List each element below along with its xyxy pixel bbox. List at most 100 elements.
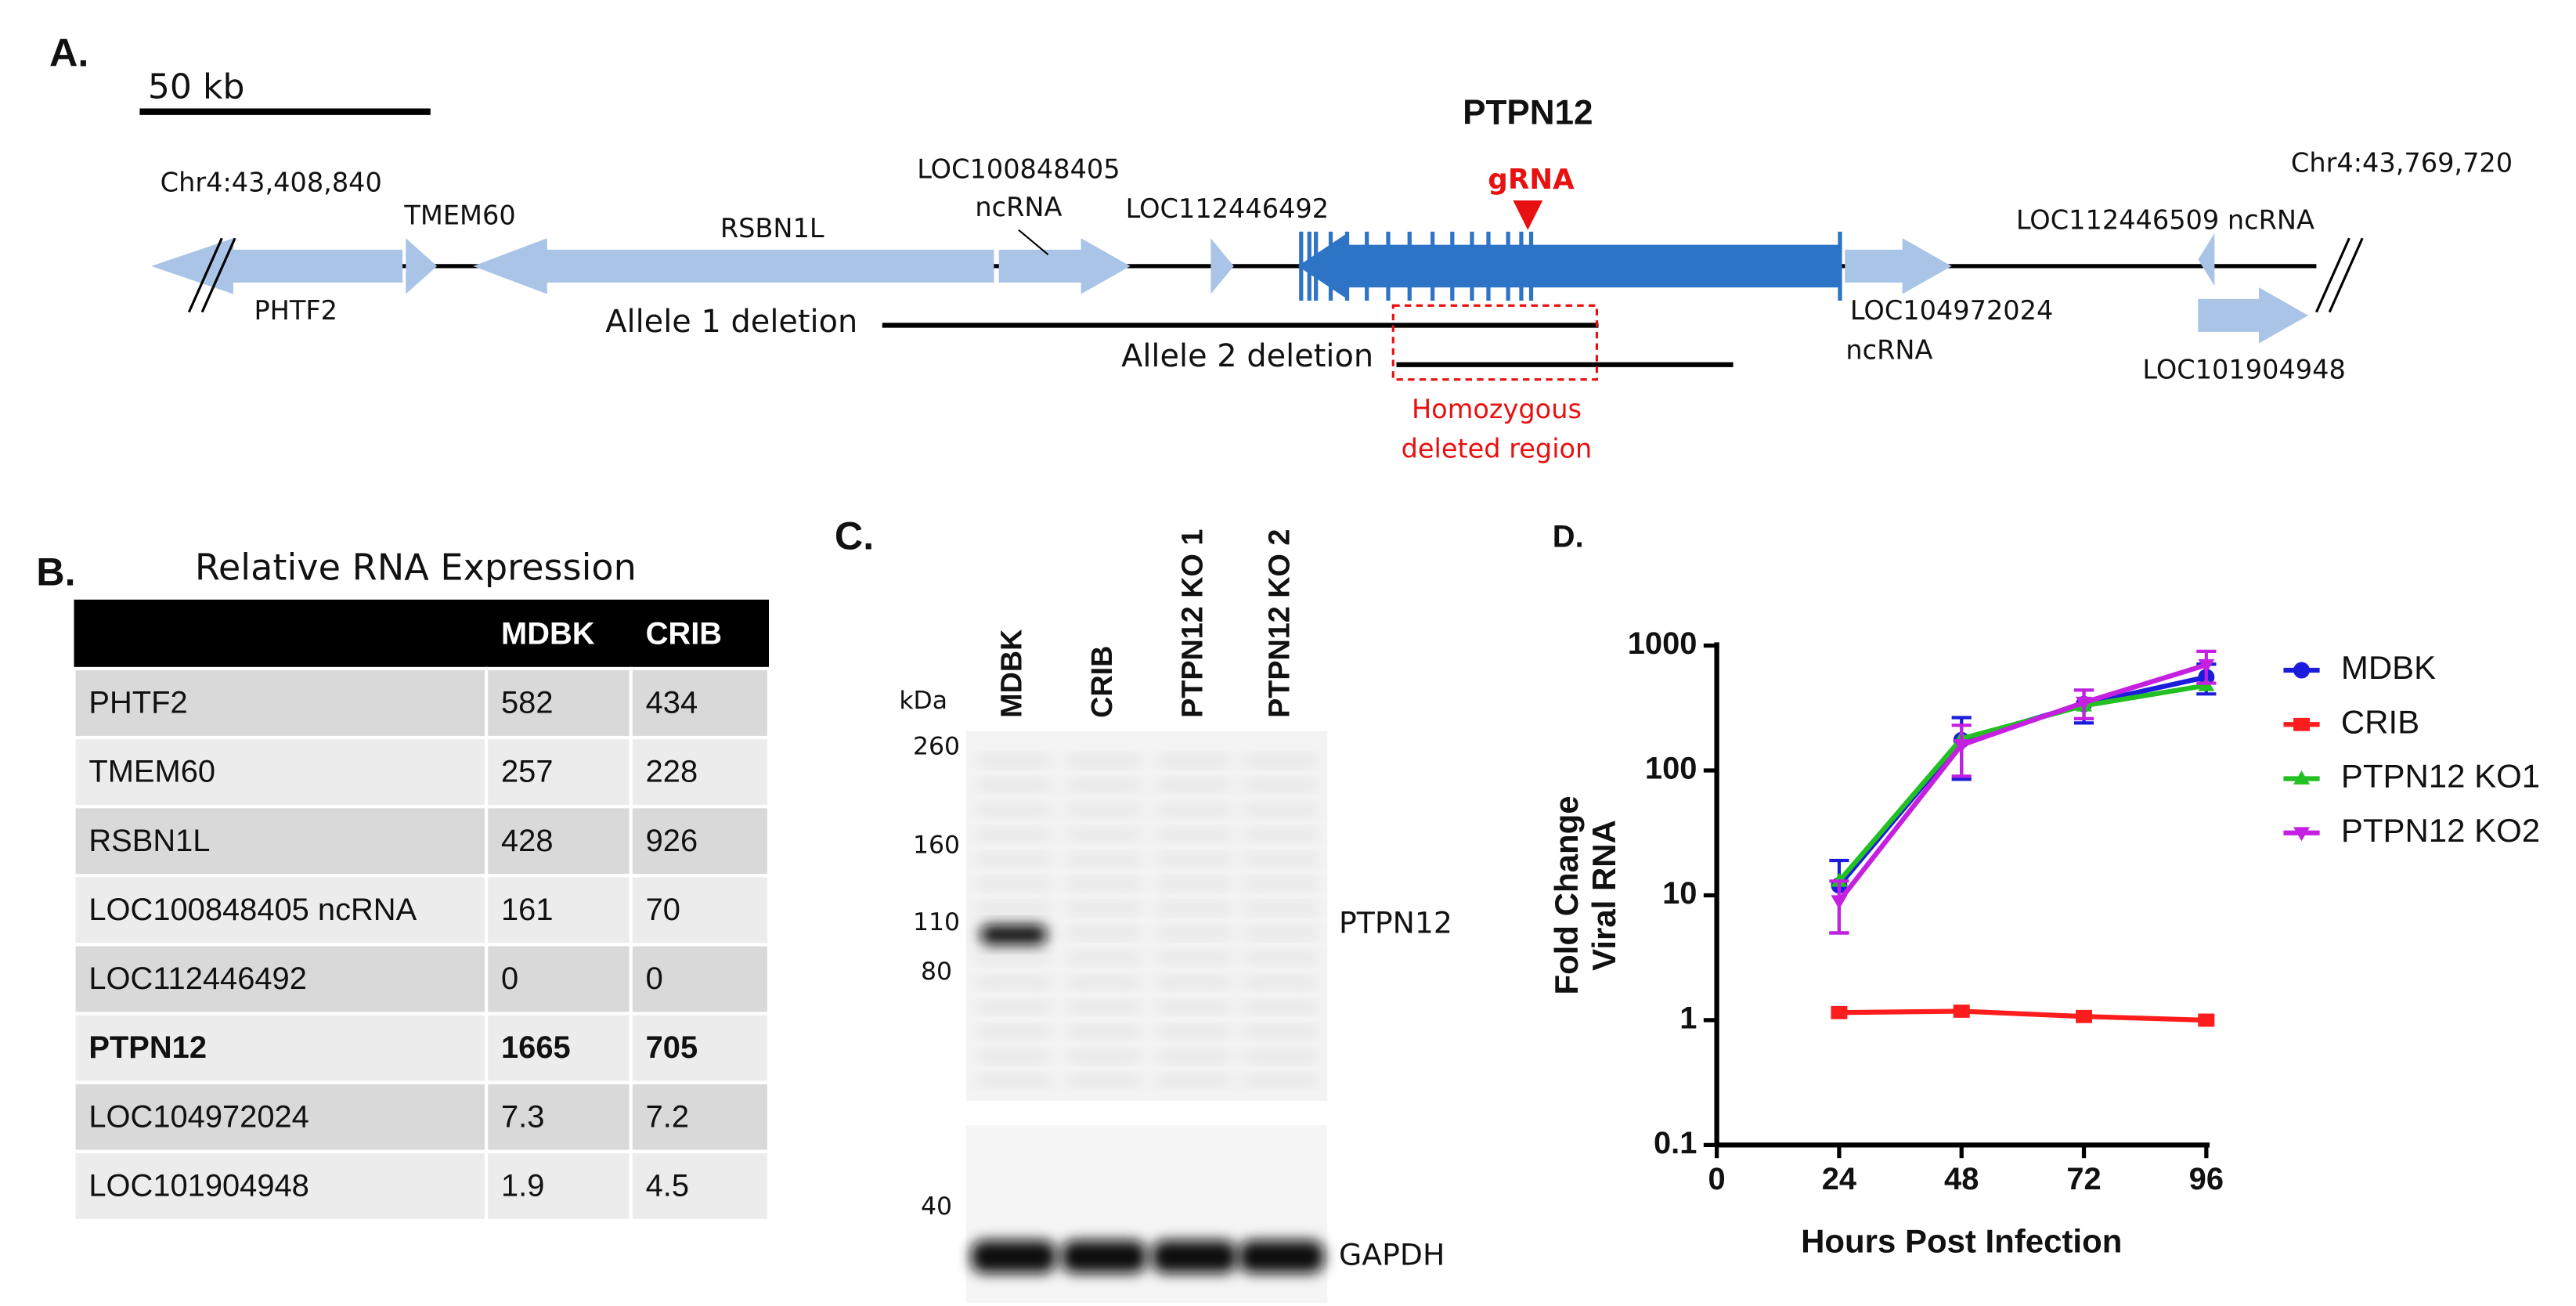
table-cell [629, 1081, 771, 1153]
gene-track [151, 229, 2364, 344]
smear [1245, 854, 1318, 864]
smear [1158, 829, 1231, 840]
x-tick-label: 48 [1944, 1162, 1979, 1196]
gapdh-band [971, 1240, 1057, 1274]
point [2198, 1013, 2215, 1027]
homozygous-label: Homozygous [1412, 394, 1582, 424]
pointer [1018, 229, 1049, 256]
table-cell-text: 705 [646, 1030, 698, 1065]
smear [1067, 1076, 1141, 1086]
table-cell-text: PHTF2 [88, 686, 187, 720]
smear [977, 805, 1050, 815]
lane-label: PTPN12 KO 1 [1176, 529, 1209, 718]
y-axis-label: Fold Change [1548, 796, 1585, 994]
y-tick-label: 0.1 [1654, 1126, 1697, 1160]
gene-arrow [1210, 238, 1234, 294]
point [2076, 1009, 2093, 1023]
homozygous-box [1391, 304, 1599, 381]
smear [977, 780, 1050, 791]
point [1953, 1005, 1970, 1018]
smear [1158, 854, 1231, 864]
table-cell-text: 161 [501, 893, 554, 927]
homozygous-label: deleted region [1402, 433, 1593, 464]
smear [1245, 928, 1318, 939]
legend: MDBK CRIB PTPN12 KO1 PTPN12 KO2 [2283, 649, 2540, 849]
table-cell-text: 434 [646, 686, 698, 720]
y-tick-label: 1000 [1628, 626, 1697, 661]
table-cell [629, 1012, 771, 1084]
start-coordinate: Chr4:43,408,840 [161, 167, 382, 197]
table-cell [72, 943, 489, 1016]
point [2293, 827, 2311, 842]
band-label: PTPN12 [1339, 906, 1452, 940]
gene-label: ncRNA [975, 192, 1062, 222]
table-cell-text: 0 [646, 961, 663, 996]
table-cell [485, 735, 633, 809]
table-cell [629, 874, 771, 947]
western-blot: MDBK CRIB PTPN12 KO 1 PTPN12 KO 2 kDa 260 160 1… [899, 529, 1452, 1303]
blot-top [965, 731, 1328, 1101]
gene-label: LOC104972024 [1850, 295, 2053, 326]
table-cell-text: 70 [646, 893, 680, 927]
gene-label: LOC112446492 [1126, 193, 1329, 224]
legend-label: MDBK [2341, 649, 2436, 686]
gene-label: LOC100848405 [917, 154, 1120, 185]
table-cell-text: 228 [646, 755, 698, 789]
point [1831, 895, 1848, 910]
smear [977, 878, 1050, 889]
table-cell [485, 1149, 633, 1222]
smear [1245, 1026, 1318, 1037]
gene-arrow [406, 238, 438, 294]
gene-label: ncRNA [1845, 334, 1932, 365]
marker-label: 80 [921, 958, 952, 986]
table-cell-text: 7.3 [501, 1099, 544, 1134]
gene-label: LOC101904948 [2142, 355, 2345, 385]
series-line [1837, 683, 2207, 883]
gapdh-band [1061, 1240, 1147, 1274]
y-axis-label: Viral RNA [1586, 820, 1622, 971]
smear [1245, 903, 1318, 914]
panel-label: A. [49, 31, 88, 75]
marker-label: 110 [913, 908, 960, 936]
smear [1245, 977, 1318, 987]
gene-arrow [998, 238, 1131, 294]
table-cell-text: 0 [501, 961, 518, 996]
point [1953, 739, 1970, 753]
table-cell-text: 1665 [501, 1030, 571, 1065]
allele-label: Allele 1 deletion [605, 304, 857, 340]
gene-arrow [1297, 233, 1840, 299]
gene-arrow [151, 238, 403, 294]
smear [1067, 903, 1141, 914]
gene-label: RSBN1L [720, 213, 824, 244]
gene-arrow [1845, 238, 1952, 294]
gene-label: TMEM60 [403, 200, 515, 230]
table-cell [485, 1012, 633, 1084]
smear [1067, 805, 1141, 815]
y-tick-label: 100 [1645, 752, 1697, 786]
point [2293, 717, 2311, 731]
x-tick-label: 72 [2066, 1162, 2101, 1196]
smear [1067, 928, 1141, 939]
table-cell-text: 582 [501, 686, 554, 720]
table-cell-text: LOC101904948 [88, 1168, 308, 1203]
marker-label: 160 [913, 832, 960, 860]
break-mark [200, 237, 236, 313]
table-cell-text: 4.5 [646, 1168, 689, 1203]
point [2293, 662, 2311, 679]
break-mark [2314, 237, 2351, 313]
smear [1245, 756, 1318, 766]
table-header [74, 599, 769, 669]
smear [1245, 829, 1318, 840]
table-cell-text: LOC112446492 [88, 961, 307, 996]
smear [1158, 903, 1231, 914]
smear [1245, 1076, 1318, 1086]
table-cell [485, 805, 633, 878]
smear [1158, 1001, 1231, 1012]
smear [1067, 854, 1141, 864]
legend-label: PTPN12 KO2 [2341, 812, 2540, 849]
band-label: GAPDH [1339, 1238, 1445, 1272]
table-cell-text: 7.2 [646, 1099, 689, 1134]
smear [1067, 829, 1141, 840]
smear [1158, 928, 1231, 939]
